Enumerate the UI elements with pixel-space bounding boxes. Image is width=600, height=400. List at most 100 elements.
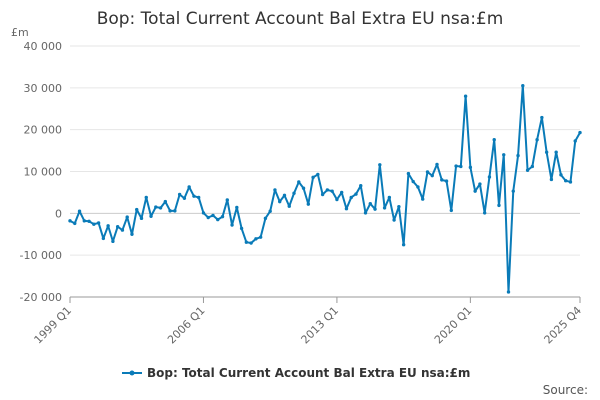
data-point[interactable] (568, 180, 573, 184)
data-point[interactable] (482, 211, 487, 215)
data-point[interactable] (573, 139, 577, 143)
data-point[interactable] (101, 236, 106, 241)
data-point[interactable] (564, 179, 568, 183)
data-point[interactable] (349, 195, 353, 200)
data-point[interactable] (135, 207, 139, 212)
data-point[interactable] (497, 203, 501, 208)
data-point[interactable] (392, 218, 396, 222)
data-point[interactable] (249, 241, 253, 245)
data-point[interactable] (502, 153, 506, 157)
data-point[interactable] (378, 163, 382, 167)
data-point[interactable] (440, 178, 444, 182)
data-point[interactable] (459, 164, 463, 169)
data-point[interactable] (96, 221, 101, 225)
data-point[interactable] (187, 185, 191, 189)
data-point[interactable] (292, 191, 296, 195)
data-point[interactable] (154, 205, 158, 209)
data-point[interactable] (435, 162, 439, 167)
data-point[interactable] (516, 153, 520, 158)
data-point[interactable] (216, 217, 220, 222)
data-point[interactable] (258, 235, 263, 239)
data-point[interactable] (316, 172, 320, 177)
data-point[interactable] (320, 192, 325, 197)
data-point[interactable] (454, 164, 458, 168)
data-point[interactable] (406, 171, 411, 176)
data-point[interactable] (421, 197, 425, 201)
data-point[interactable] (211, 213, 215, 218)
data-point[interactable] (325, 188, 330, 192)
data-point[interactable] (82, 219, 87, 223)
data-point[interactable] (173, 209, 177, 213)
data-point[interactable] (449, 208, 454, 213)
data-point[interactable] (359, 184, 363, 188)
data-point[interactable] (206, 215, 210, 220)
data-point[interactable] (120, 228, 125, 232)
data-point[interactable] (382, 206, 387, 210)
data-point[interactable] (473, 189, 477, 193)
data-point[interactable] (387, 195, 392, 200)
data-point[interactable] (487, 175, 492, 179)
data-point[interactable] (463, 94, 468, 98)
data-point[interactable] (540, 115, 544, 120)
data-point[interactable] (225, 198, 229, 202)
data-point[interactable] (282, 193, 287, 198)
data-point[interactable] (125, 215, 129, 219)
data-point[interactable] (278, 199, 282, 204)
data-point[interactable] (87, 219, 91, 223)
data-point[interactable] (354, 192, 358, 196)
data-point[interactable] (177, 192, 182, 197)
data-point[interactable] (130, 232, 134, 236)
data-point[interactable] (335, 197, 339, 202)
data-point[interactable] (506, 290, 511, 294)
data-point[interactable] (544, 150, 549, 154)
data-point[interactable] (368, 202, 372, 206)
data-point[interactable] (158, 206, 163, 210)
data-point[interactable] (106, 224, 110, 228)
data-point[interactable] (192, 194, 196, 198)
data-point[interactable] (330, 189, 334, 193)
data-point[interactable] (220, 214, 225, 219)
data-point[interactable] (311, 175, 315, 180)
data-point[interactable] (549, 177, 554, 182)
data-point[interactable] (425, 170, 430, 174)
data-point[interactable] (263, 216, 268, 221)
data-point[interactable] (182, 196, 187, 200)
data-point[interactable] (478, 182, 482, 186)
data-point[interactable] (578, 130, 582, 135)
data-point[interactable] (273, 188, 277, 192)
data-point[interactable] (73, 221, 77, 226)
data-point[interactable] (115, 225, 120, 229)
data-point[interactable] (401, 243, 406, 247)
data-point[interactable] (168, 209, 172, 213)
data-point[interactable] (239, 226, 244, 231)
data-point[interactable] (235, 205, 239, 210)
data-point[interactable] (344, 207, 349, 211)
data-point[interactable] (430, 173, 434, 178)
data-point[interactable] (411, 179, 415, 184)
data-point[interactable] (306, 202, 311, 206)
data-point[interactable] (559, 173, 563, 177)
data-point[interactable] (530, 164, 535, 169)
data-point[interactable] (468, 165, 473, 170)
data-point[interactable] (149, 214, 153, 218)
data-point[interactable] (111, 239, 115, 244)
data-point[interactable] (511, 189, 515, 193)
data-point[interactable] (535, 138, 539, 142)
data-point[interactable] (297, 180, 301, 184)
data-point[interactable] (444, 179, 449, 183)
data-point[interactable] (287, 204, 291, 208)
data-point[interactable] (144, 195, 148, 200)
data-point[interactable] (339, 190, 344, 195)
data-point[interactable] (554, 150, 558, 154)
data-point[interactable] (230, 223, 234, 227)
data-point[interactable] (68, 219, 72, 223)
data-point[interactable] (244, 240, 249, 244)
data-point[interactable] (525, 168, 530, 172)
data-point[interactable] (163, 199, 168, 204)
legend[interactable]: Bop: Total Current Account Bal Extra EU … (122, 366, 470, 380)
data-point[interactable] (92, 222, 96, 226)
data-point[interactable] (521, 84, 525, 88)
data-point[interactable] (254, 237, 258, 241)
data-point[interactable] (373, 207, 377, 211)
data-point[interactable] (416, 185, 420, 189)
